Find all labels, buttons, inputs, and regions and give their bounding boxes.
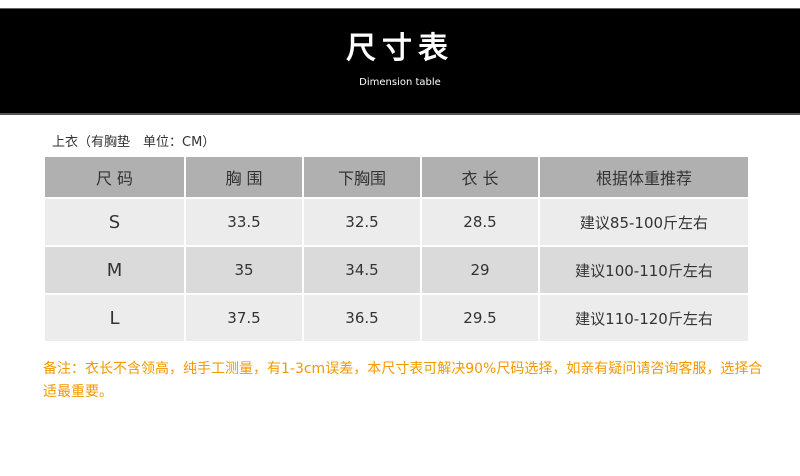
table-row: S 33.5 32.5 28.5 建议85-100斤左右 [43, 197, 750, 247]
header-chest: 胸 围 [184, 155, 304, 199]
header-length: 衣 长 [420, 155, 540, 199]
table-row: M 35 34.5 29 建议100-110斤左右 [43, 245, 750, 295]
cell-size: M [43, 245, 186, 295]
title-banner: 尺寸表 Dimension table [0, 8, 800, 115]
cell-length: 29.5 [420, 293, 540, 343]
cell-underbust: 32.5 [302, 197, 422, 247]
size-table: 尺 码 胸 围 下胸围 衣 长 根据体重推荐 S 33.5 32.5 28.5 … [43, 155, 750, 343]
cell-underbust: 34.5 [302, 245, 422, 295]
table-caption: 上衣（有胸垫 单位：CM） [52, 135, 216, 150]
header-underbust: 下胸围 [302, 155, 422, 199]
header-size: 尺 码 [43, 155, 186, 199]
cell-chest: 37.5 [184, 293, 304, 343]
cell-recommendation: 建议110-120斤左右 [538, 293, 750, 343]
cell-chest: 35 [184, 245, 304, 295]
cell-size: S [43, 197, 186, 247]
header-weight-recommendation: 根据体重推荐 [538, 155, 750, 199]
cell-underbust: 36.5 [302, 293, 422, 343]
cell-recommendation: 建议85-100斤左右 [538, 197, 750, 247]
page-subtitle: Dimension table [359, 77, 441, 88]
cell-length: 29 [420, 245, 540, 295]
page-title: 尺寸表 [346, 31, 454, 66]
cell-recommendation: 建议100-110斤左右 [538, 245, 750, 295]
cell-length: 28.5 [420, 197, 540, 247]
cell-size: L [43, 293, 186, 343]
table-row: L 37.5 36.5 29.5 建议110-120斤左右 [43, 293, 750, 343]
note-text: 备注：衣长不含领高，纯手工测量，有1-3cm误差，本尺寸表可解决90%尺码选择，… [43, 361, 763, 400]
table-header-row: 尺 码 胸 围 下胸围 衣 长 根据体重推荐 [43, 155, 750, 199]
cell-chest: 33.5 [184, 197, 304, 247]
